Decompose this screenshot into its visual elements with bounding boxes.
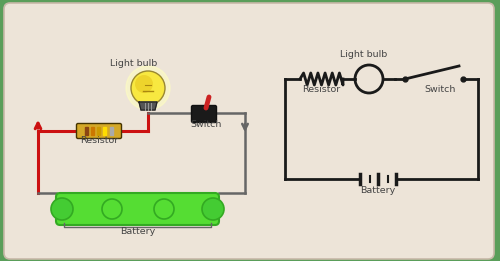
Bar xyxy=(103,127,106,135)
Circle shape xyxy=(135,75,153,93)
Bar xyxy=(85,127,88,135)
FancyBboxPatch shape xyxy=(192,105,216,122)
Circle shape xyxy=(131,71,165,105)
Text: Resistor: Resistor xyxy=(80,136,118,145)
Text: Battery: Battery xyxy=(360,186,395,195)
Text: Resistor: Resistor xyxy=(302,85,341,94)
Text: Switch: Switch xyxy=(424,85,456,94)
Circle shape xyxy=(202,198,224,220)
Bar xyxy=(97,127,100,135)
Polygon shape xyxy=(139,102,157,110)
Text: Light bulb: Light bulb xyxy=(340,50,388,59)
Bar xyxy=(91,127,94,135)
Text: Light bulb: Light bulb xyxy=(110,59,158,68)
FancyBboxPatch shape xyxy=(56,193,219,225)
Text: Switch: Switch xyxy=(190,120,222,129)
FancyBboxPatch shape xyxy=(4,3,494,259)
Bar xyxy=(110,127,113,135)
Text: Battery: Battery xyxy=(120,227,155,236)
Circle shape xyxy=(51,198,73,220)
Circle shape xyxy=(126,66,170,110)
FancyBboxPatch shape xyxy=(76,123,122,139)
